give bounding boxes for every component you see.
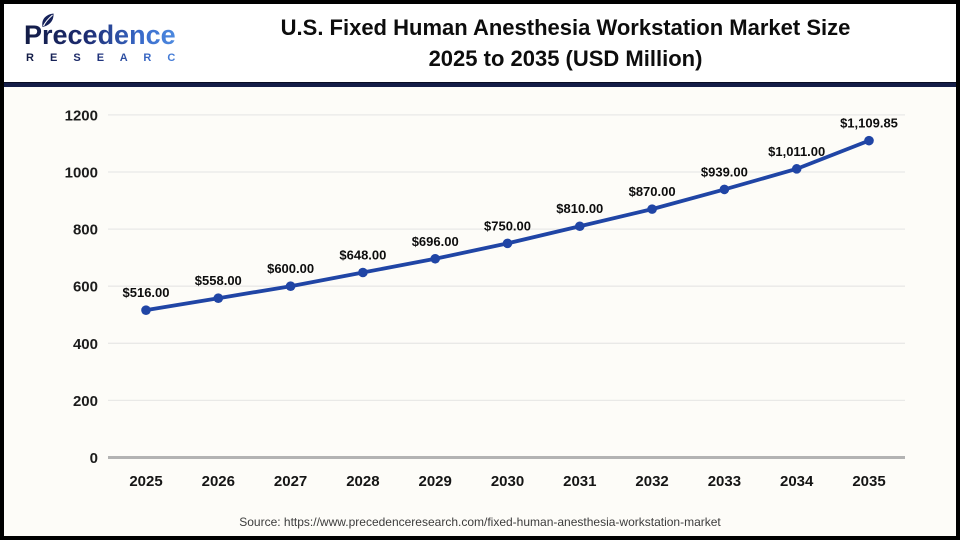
chart-title: U.S. Fixed Human Anesthesia Workstation …: [189, 12, 956, 74]
x-axis-tick: 2035: [852, 473, 885, 490]
chart-title-line2: 2025 to 2035 (USD Million): [428, 46, 703, 71]
x-axis-tick: 2034: [780, 473, 814, 490]
leaf-icon: [42, 13, 54, 27]
x-axis-tick: 2025: [129, 473, 162, 490]
data-point: [647, 204, 657, 214]
data-point: [285, 281, 296, 291]
data-point: [430, 253, 441, 264]
brand-subtitle: R E S E A R C H: [26, 52, 206, 64]
brand-logo: Precedence R E S E A R C H: [4, 13, 206, 64]
x-axis-tick: 2031: [563, 473, 596, 490]
header: Precedence R E S E A R C H U.S. Fixed Hu…: [4, 4, 956, 82]
data-label: $939.00: [701, 164, 748, 179]
x-axis-tick: 2026: [202, 473, 235, 490]
chart-area: 0 200 400 600 800 1000 1200 2025 2026 2027 2028 202…: [4, 87, 956, 536]
data-point: [791, 164, 802, 174]
data-label: $600.00: [267, 261, 314, 276]
data-label: $870.00: [629, 184, 676, 199]
data-label: $1,109.85: [840, 116, 898, 131]
data-point: [358, 267, 368, 278]
x-axis-tick: 2033: [708, 473, 741, 490]
y-axis-tick: 1200: [65, 107, 98, 124]
y-axis-tick: 200: [73, 393, 98, 410]
data-point: [864, 135, 874, 146]
x-axis-tick: 2032: [635, 473, 668, 490]
data-label: $558.00: [195, 273, 242, 288]
header-divider: [4, 82, 956, 87]
data-point: [141, 305, 151, 315]
y-axis-tick: 1000: [65, 165, 98, 182]
x-axis-tick: 2029: [419, 473, 452, 490]
source-text: Source: https://www.precedenceresearch.c…: [239, 515, 721, 529]
x-axis-tick: 2028: [346, 473, 379, 490]
x-axis-tick: 2030: [491, 473, 524, 490]
x-axis-tick: 2027: [274, 473, 307, 490]
data-label: $1,011.00: [768, 144, 825, 159]
y-axis-tick: 400: [73, 336, 98, 353]
data-point: [502, 238, 513, 249]
y-axis-tick: 800: [73, 222, 98, 239]
data-label: $516.00: [123, 285, 170, 300]
brand-name: Precedence: [24, 20, 176, 50]
data-point: [575, 221, 585, 232]
data-label: $750.00: [484, 218, 531, 233]
data-point: [719, 184, 730, 195]
data-label: $648.00: [339, 247, 386, 262]
y-axis-tick: 0: [90, 450, 98, 467]
data-label: $810.00: [556, 201, 603, 216]
chart-svg: 0 200 400 600 800 1000 1200 2025 2026 2027 2028 202…: [65, 107, 905, 490]
chart-title-line1: U.S. Fixed Human Anesthesia Workstation …: [280, 15, 851, 40]
y-axis-tick: 600: [73, 279, 98, 296]
data-label: $696.00: [412, 234, 459, 249]
data-point: [213, 293, 224, 303]
